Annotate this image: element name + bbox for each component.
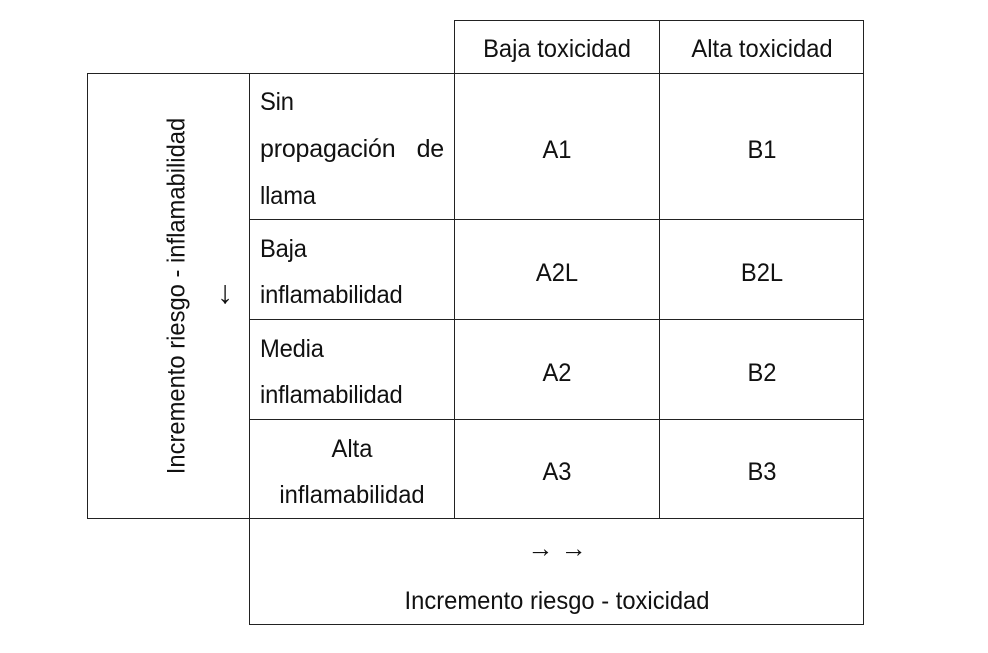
column-a-left-border [454,20,455,519]
row-divider-1 [249,219,864,220]
arrow-right-icon: → → [527,533,587,563]
column-divider [659,20,660,519]
class-a3: A3 [542,458,572,486]
row-label-line: Baja [260,235,307,263]
row-label-line: propagación de [260,137,454,162]
row-divider-3 [249,419,864,420]
header-high-toxicity: Alta toxicidad [691,35,833,63]
flammability-axis-label: Incremento riesgo - inflamabilidad [162,117,191,475]
class-b2l: B2L [740,259,784,287]
left-axis-border [87,73,88,519]
row-divider-2 [249,319,864,320]
row-label-word: de [416,135,445,163]
row-label-line: Sin [260,88,294,116]
toxicity-axis-label: Incremento riesgo - toxicidad [404,587,710,615]
table-border-bottom [249,624,864,625]
arrow-down-icon: ↓ [217,274,233,310]
row-label-left-border [249,73,250,625]
row-label-line: inflamabilidad [260,381,403,409]
body-bottom-border [87,518,864,519]
row-label-line: inflamabilidad [260,281,403,309]
class-a2l: A2L [535,259,579,287]
class-b1: B1 [747,136,777,164]
row-label-line: Alta [331,435,373,463]
class-b3: B3 [747,458,777,486]
class-a1: A1 [542,136,572,164]
class-b2: B2 [747,359,777,387]
table-border-right [863,20,864,625]
header-bottom-border [87,73,864,74]
row-label-line: Media [260,335,324,363]
row-label-line: inflamabilidad [279,481,425,509]
row-label-line: llama [260,182,316,210]
header-low-toxicity: Baja toxicidad [483,35,631,63]
class-a2: A2 [542,359,572,387]
row-label-word: propagación [260,135,396,163]
